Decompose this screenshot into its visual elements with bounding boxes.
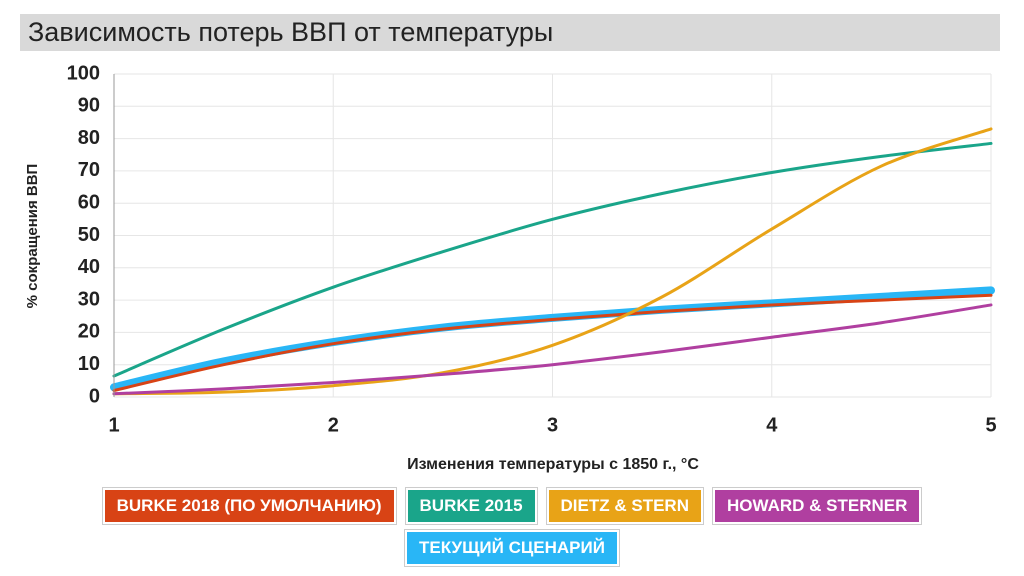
legend-item[interactable]: HOWARD & STERNER bbox=[711, 487, 923, 525]
x-tick-label: 4 bbox=[766, 414, 778, 436]
chart: Изменения температуры с 1850 г., °C % со… bbox=[24, 62, 997, 473]
line bbox=[112, 293, 993, 393]
y-tick-label: 10 bbox=[78, 353, 100, 375]
y-tick-label: 0 bbox=[89, 385, 100, 407]
legend: BURKE 2018 (ПО УМОЛЧАНИЮ) BURKE 2015 DIETZ… bbox=[100, 487, 924, 567]
line bbox=[112, 303, 993, 396]
legend-item[interactable]: ТЕКУЩИЙ СЦЕНАРИЙ bbox=[404, 529, 620, 567]
y-axis-label: % сокращения ВВП bbox=[24, 164, 41, 309]
line bbox=[110, 286, 995, 392]
y-tick-label: 30 bbox=[78, 288, 100, 310]
y-tick-label: 90 bbox=[78, 95, 100, 117]
x-axis-label: Изменения температуры с 1850 г., °C bbox=[407, 456, 699, 473]
legend-item[interactable]: BURKE 2018 (ПО УМОЛЧАНИЮ) bbox=[101, 487, 397, 525]
x-tick-label: 1 bbox=[108, 414, 119, 436]
legend-item[interactable]: DIETZ & STERN bbox=[545, 487, 704, 525]
chart-title: Зависимость потерь ВВП от температуры bbox=[20, 14, 1000, 51]
y-tick-label: 40 bbox=[78, 256, 100, 278]
x-tick-label: 2 bbox=[328, 414, 339, 436]
y-tick-label: 70 bbox=[78, 159, 100, 181]
x-tick-label: 5 bbox=[985, 414, 996, 436]
legend-item[interactable]: BURKE 2015 bbox=[404, 487, 538, 525]
line bbox=[112, 141, 993, 378]
y-tick-label: 60 bbox=[78, 191, 100, 213]
y-tick-label: 100 bbox=[67, 62, 100, 84]
y-tick-label: 50 bbox=[78, 224, 100, 246]
line bbox=[112, 127, 993, 396]
x-tick-label: 3 bbox=[547, 414, 558, 436]
y-tick-label: 20 bbox=[78, 321, 100, 343]
y-tick-label: 80 bbox=[78, 127, 100, 149]
